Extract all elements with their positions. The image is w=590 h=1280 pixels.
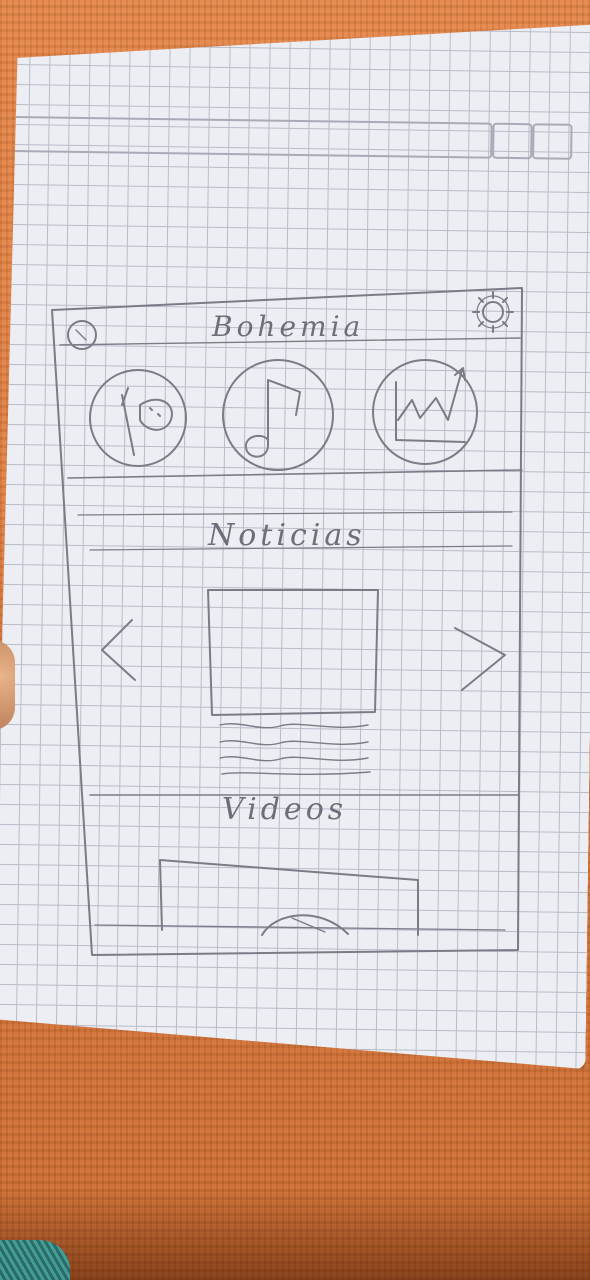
news-text-line xyxy=(219,723,369,729)
news-text-line xyxy=(221,771,371,776)
videos-section-title: Videos xyxy=(222,792,348,827)
news-text-line xyxy=(219,740,369,746)
play-icon xyxy=(261,914,349,936)
phone-frame xyxy=(51,287,523,956)
news-section-title: Noticias xyxy=(208,518,366,553)
finger xyxy=(0,640,15,730)
video-player[interactable] xyxy=(159,859,419,936)
trend-chart-icon xyxy=(395,367,466,443)
category-music-button[interactable] xyxy=(222,359,334,471)
gear-icon[interactable] xyxy=(472,291,514,333)
music-note-icon xyxy=(244,379,301,458)
news-text-line xyxy=(219,756,369,762)
background-shadow xyxy=(0,1190,590,1280)
divider xyxy=(89,545,513,551)
category-stats-button[interactable] xyxy=(372,359,478,465)
carousel-prev-button xyxy=(101,619,136,681)
divider xyxy=(67,469,523,479)
news-carousel xyxy=(101,589,506,776)
news-image-placeholder xyxy=(207,589,379,716)
carousel-next-button xyxy=(454,627,506,691)
background-thread xyxy=(0,1240,70,1280)
category-art-button[interactable] xyxy=(89,369,187,467)
menu-icon[interactable] xyxy=(67,320,97,350)
divider xyxy=(77,511,513,516)
app-title: Bohemia xyxy=(212,310,365,343)
paintbrush-palette-icon xyxy=(121,387,173,456)
divider xyxy=(94,924,506,931)
